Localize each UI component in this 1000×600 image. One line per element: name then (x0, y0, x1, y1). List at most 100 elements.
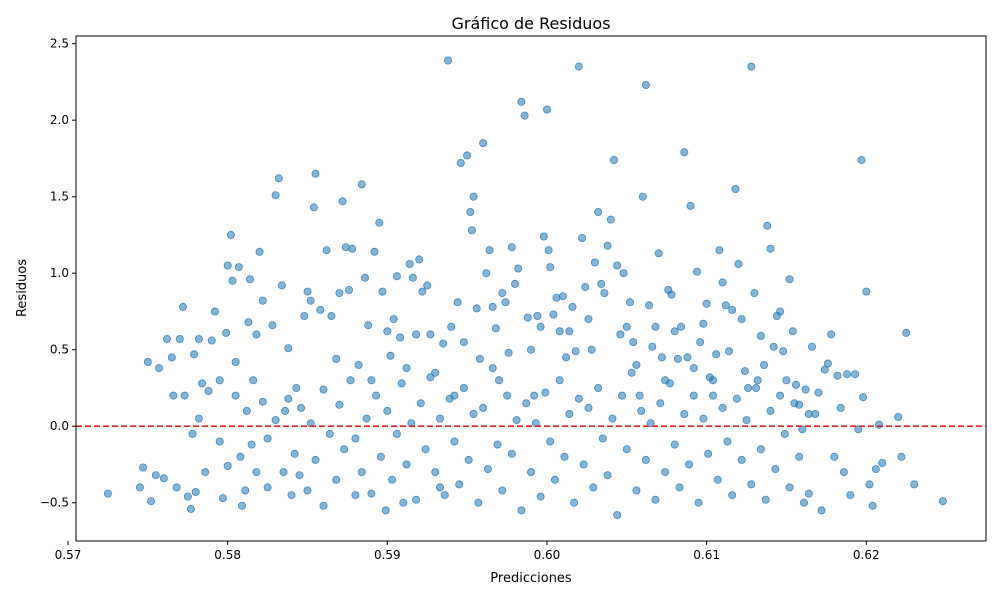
data-point (742, 416, 751, 425)
data-point (675, 483, 684, 492)
data-point (143, 357, 152, 366)
data-point (469, 192, 478, 201)
data-point (311, 455, 320, 464)
data-point (252, 330, 261, 339)
y-tick-label: −0.5 (40, 496, 69, 510)
data-point (910, 480, 919, 489)
data-point (459, 383, 468, 392)
data-point (514, 264, 523, 273)
data-point (372, 391, 381, 400)
data-point (571, 347, 580, 356)
data-point (632, 360, 641, 369)
data-point (319, 501, 328, 510)
data-point (709, 391, 718, 400)
data-point (495, 376, 504, 385)
data-point (281, 406, 290, 415)
data-point (388, 475, 397, 484)
data-point (715, 246, 724, 255)
data-point (396, 333, 405, 342)
data-point (878, 458, 887, 467)
data-point (546, 437, 555, 446)
data-point (402, 364, 411, 373)
data-point (412, 495, 421, 504)
data-point (737, 455, 746, 464)
data-point (154, 364, 163, 373)
data-point (367, 489, 376, 498)
data-point (550, 475, 559, 484)
data-point (646, 419, 655, 428)
data-point (493, 440, 502, 449)
data-point (510, 279, 519, 288)
data-point (843, 370, 852, 379)
data-point (747, 480, 756, 489)
data-point (383, 327, 392, 336)
data-point (151, 471, 160, 480)
data-point (747, 62, 756, 71)
data-point (198, 379, 207, 388)
data-point (215, 437, 224, 446)
data-point (814, 388, 823, 397)
data-point (718, 278, 727, 287)
data-point (565, 327, 574, 336)
data-point (210, 307, 219, 316)
data-point (188, 429, 197, 438)
data-point (597, 279, 606, 288)
data-point (696, 338, 705, 347)
data-point (360, 273, 369, 282)
data-point (488, 302, 497, 311)
data-point (263, 483, 272, 492)
data-point (801, 385, 810, 394)
data-point (827, 330, 836, 339)
data-point (680, 409, 689, 418)
x-tick-label: 0.58 (214, 548, 241, 562)
data-point (732, 394, 741, 403)
data-point (830, 452, 839, 461)
data-point (641, 81, 650, 90)
data-point (284, 394, 293, 403)
data-point (426, 330, 435, 339)
data-point (180, 391, 189, 400)
data-point (488, 364, 497, 373)
data-point (533, 311, 542, 320)
data-point (581, 282, 590, 291)
data-point (191, 487, 200, 496)
plot-frame (75, 35, 987, 542)
data-point (507, 243, 516, 252)
data-point (756, 331, 765, 340)
data-point (798, 425, 807, 434)
data-point (408, 273, 417, 282)
data-point (667, 290, 676, 299)
data-point (381, 506, 390, 515)
data-point (897, 452, 906, 461)
data-point (431, 468, 440, 477)
data-point (699, 319, 708, 328)
data-point (788, 327, 797, 336)
data-point (865, 480, 874, 489)
data-point (713, 475, 722, 484)
data-point (426, 373, 435, 382)
data-point (737, 315, 746, 324)
x-tick-label: 0.62 (853, 548, 880, 562)
data-point (268, 321, 277, 330)
data-point (287, 491, 296, 500)
data-point (479, 139, 488, 148)
data-point (622, 445, 631, 454)
data-point (661, 468, 670, 477)
data-point (871, 465, 880, 474)
data-point (228, 276, 237, 285)
data-point (479, 403, 488, 412)
data-point (455, 480, 464, 489)
data-point (178, 302, 187, 311)
data-point (859, 393, 868, 402)
data-point (555, 327, 564, 336)
data-point (752, 383, 761, 392)
data-point (817, 506, 826, 515)
data-point (399, 498, 408, 507)
data-point (546, 263, 555, 272)
data-point (309, 203, 318, 212)
data-point (520, 111, 529, 120)
data-point (728, 305, 737, 314)
data-point (472, 304, 481, 313)
data-point (223, 461, 232, 470)
y-tick-label: 2.0 (50, 113, 69, 127)
